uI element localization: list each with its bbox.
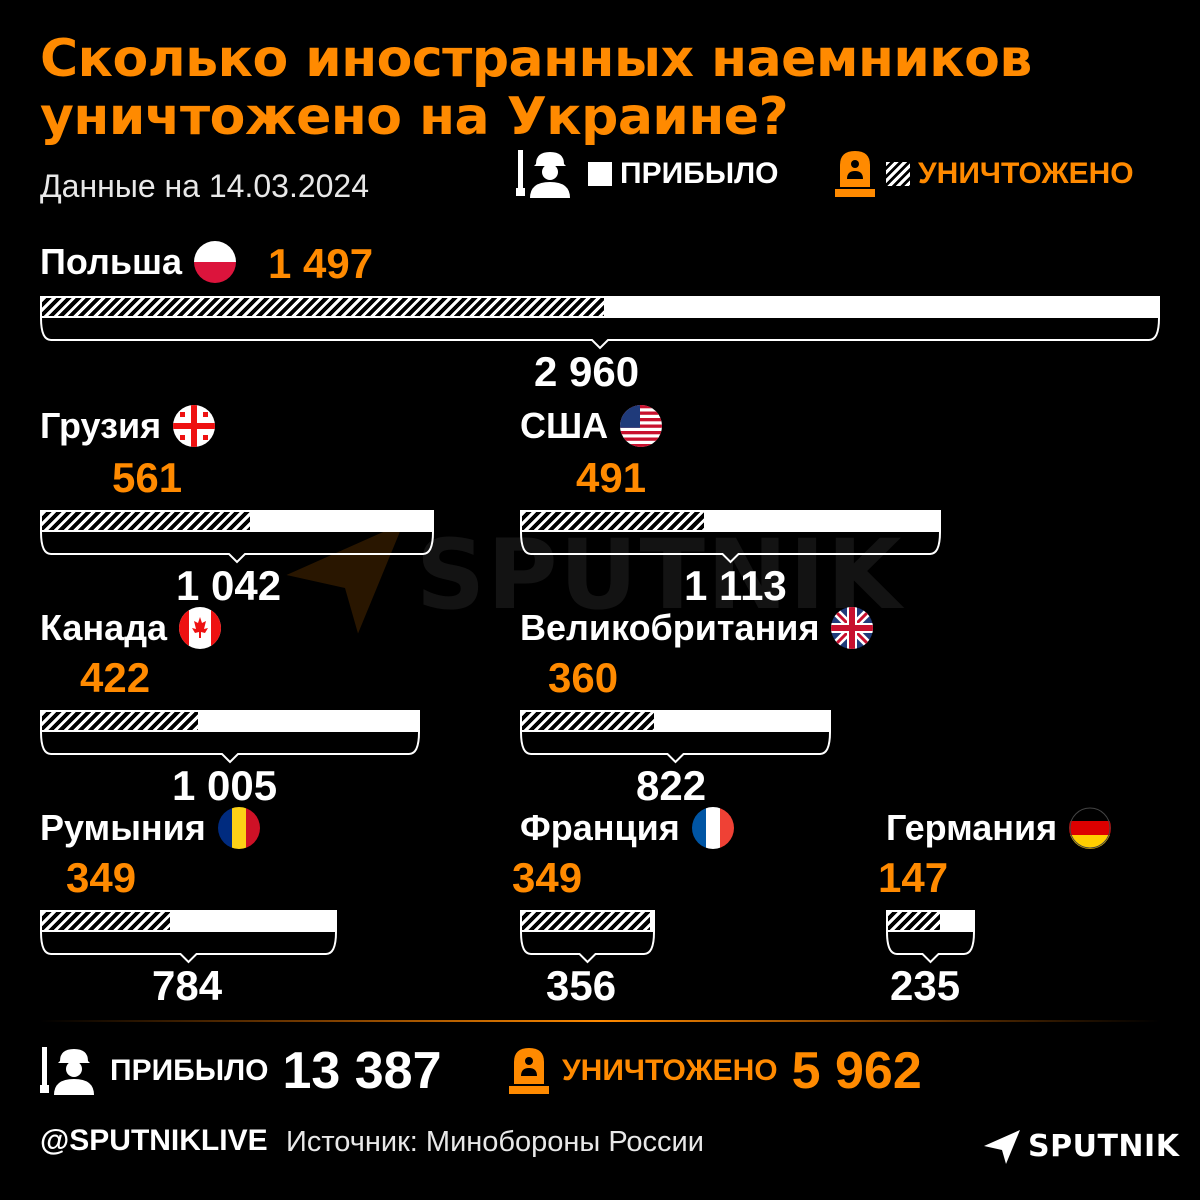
country-name-france: Франция xyxy=(520,806,734,850)
romania-flag-icon xyxy=(217,807,260,849)
brace-romania xyxy=(40,931,337,964)
arrived-value-romania: 784 xyxy=(152,962,223,1009)
destroyed-bar-canada xyxy=(40,710,200,732)
destroyed-bar-germany xyxy=(886,910,942,932)
country-name-georgia: Грузия xyxy=(40,404,216,448)
totals-destroyed-value: 5 962 xyxy=(791,1042,922,1100)
arrived-bar-germany xyxy=(886,910,975,932)
totals-arrived: ПРИБЫЛО 13 387 xyxy=(40,1036,442,1106)
poland-flag-icon xyxy=(194,241,236,283)
country-name-canada: Канада xyxy=(40,606,222,650)
legend-destroyed: УНИЧТОЖЕНО xyxy=(834,146,1134,202)
divider xyxy=(40,1020,1160,1022)
destroyed-value-usa: 491 xyxy=(576,454,647,501)
destroyed-bar-georgia xyxy=(40,510,252,532)
arrived-bar-usa xyxy=(520,510,941,532)
arrived-bar-uk xyxy=(520,710,831,732)
brace-canada xyxy=(40,731,420,764)
gravestone-icon xyxy=(835,151,875,197)
arrived-value-france: 356 xyxy=(546,962,617,1009)
arrived-value-canada: 1 005 xyxy=(172,762,278,809)
totals-destroyed-label: УНИЧТОЖЕНО xyxy=(562,1054,778,1087)
soldier-with-rifle-icon xyxy=(40,1047,94,1095)
brace-poland xyxy=(40,317,1160,350)
destroyed-bar-poland xyxy=(40,296,606,318)
brace-usa xyxy=(520,531,941,564)
arrived-bar-france xyxy=(520,910,655,932)
footer-handle: @SPUTNIKLIVE xyxy=(40,1124,268,1157)
arrived-bar-canada xyxy=(40,710,420,732)
country-name-uk: Великобритания xyxy=(520,606,874,650)
legend-arrived-swatch xyxy=(588,162,612,186)
country-name-germany: Германия xyxy=(886,806,1112,850)
destroyed-bar-usa xyxy=(520,510,706,532)
destroyed-bar-romania xyxy=(40,910,172,932)
sputnik-arrow-icon xyxy=(984,1130,1020,1164)
destroyed-value-france: 349 xyxy=(512,854,583,901)
brace-france xyxy=(520,931,655,964)
totals-destroyed: УНИЧТОЖЕНО 5 962 xyxy=(508,1036,922,1106)
country-name-usa: США xyxy=(520,404,663,448)
legend-destroyed-swatch xyxy=(886,162,910,186)
brace-uk xyxy=(520,731,831,764)
germany-flag-icon xyxy=(1069,807,1112,849)
arrived-value-usa: 1 113 xyxy=(684,562,787,609)
usa-flag-icon xyxy=(620,405,663,447)
destroyed-value-canada: 422 xyxy=(80,654,151,701)
soldier-with-rifle-icon xyxy=(516,150,570,198)
gravestone-icon xyxy=(509,1048,549,1094)
totals-arrived-label: ПРИБЫЛО xyxy=(110,1054,269,1087)
destroyed-value-romania: 349 xyxy=(66,854,137,901)
destroyed-bar-france xyxy=(520,910,652,932)
arrived-bar-georgia xyxy=(40,510,434,532)
arrived-value-poland: 2 960 xyxy=(534,348,640,395)
legend-arrived: ПРИБЫЛО xyxy=(516,146,778,202)
legend-destroyed-label: УНИЧТОЖЕНО xyxy=(918,157,1134,190)
canada-flag-icon xyxy=(179,607,222,649)
arrived-value-germany: 235 xyxy=(890,962,961,1009)
data-date: Данные на 14.03.2024 xyxy=(40,168,370,204)
arrived-bar-poland xyxy=(40,296,1160,318)
country-name-romania: Румыния xyxy=(40,806,260,850)
sputnik-logo: SPUTNIK xyxy=(982,1126,1179,1166)
destroyed-value-poland: 1 497 xyxy=(268,240,374,287)
destroyed-bar-uk xyxy=(520,710,656,732)
brace-germany xyxy=(886,931,975,964)
title-line-1: Сколько иностранных наемников xyxy=(40,29,1032,89)
totals-arrived-value: 13 387 xyxy=(282,1042,442,1100)
arrived-value-georgia: 1 042 xyxy=(176,562,282,609)
destroyed-value-germany: 147 xyxy=(878,854,949,901)
arrived-bar-romania xyxy=(40,910,337,932)
sputnik-logo-text: SPUTNIK xyxy=(1028,1128,1180,1164)
georgia-flag-icon xyxy=(173,405,216,447)
footer-source: Источник: Минобороны России xyxy=(286,1126,704,1158)
france-flag-icon xyxy=(691,807,734,849)
arrived-value-uk: 822 xyxy=(636,762,707,809)
uk-flag-icon xyxy=(831,607,874,649)
destroyed-value-georgia: 561 xyxy=(112,454,183,501)
page-title: Сколько иностранных наемников уничтожено… xyxy=(40,30,1170,146)
title-line-2: уничтожено на Украине? xyxy=(40,87,789,147)
brace-georgia xyxy=(40,531,434,564)
country-name-poland: Польша xyxy=(40,240,236,284)
destroyed-value-uk: 360 xyxy=(548,654,619,701)
legend-arrived-label: ПРИБЫЛО xyxy=(620,157,779,190)
